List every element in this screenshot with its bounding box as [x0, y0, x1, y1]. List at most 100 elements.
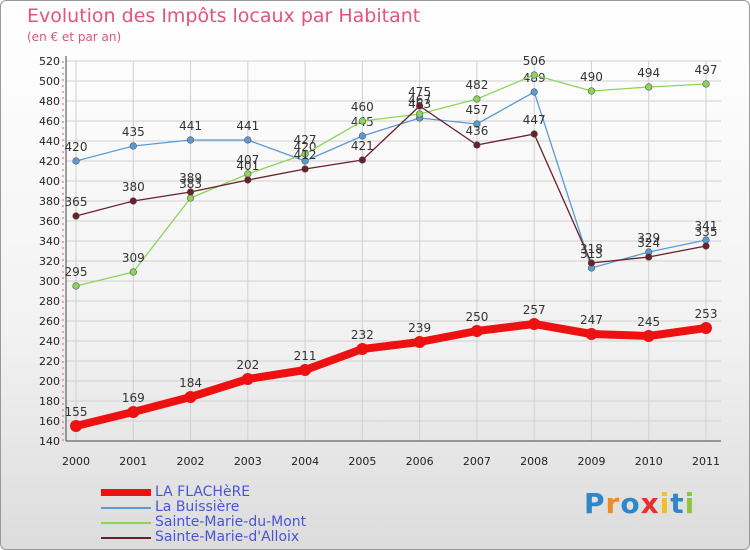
- data-label: 494: [637, 66, 660, 80]
- data-point: [416, 110, 424, 118]
- data-label: 497: [695, 63, 718, 77]
- legend-label: Sainte-Marie-du-Mont: [155, 514, 307, 530]
- y-tick-label: 280: [39, 295, 60, 308]
- data-point: [127, 406, 140, 418]
- data-label: 341: [695, 219, 718, 233]
- x-tick-label: 2002: [177, 455, 205, 468]
- data-point: [702, 80, 710, 88]
- y-tick-label: 200: [39, 375, 60, 388]
- logo-letter: i: [659, 487, 671, 520]
- data-point: [530, 130, 538, 138]
- y-tick-label: 300: [39, 275, 60, 288]
- data-point: [700, 322, 712, 334]
- series-line: [75, 91, 707, 269]
- data-point: [473, 141, 481, 149]
- legend-swatch: [101, 507, 151, 509]
- data-point: [645, 253, 653, 261]
- data-label: 383: [179, 177, 202, 191]
- x-tick-label: 2004: [291, 455, 319, 468]
- y-tick-label: 240: [39, 335, 60, 348]
- data-label: 457: [465, 103, 488, 117]
- x-tick-label: 2000: [62, 455, 90, 468]
- data-label: 460: [351, 100, 374, 114]
- data-label: 257: [523, 303, 546, 317]
- data-label: 436: [465, 124, 488, 138]
- data-label: 441: [179, 119, 202, 133]
- data-label: 389: [179, 171, 202, 185]
- legend-swatch: [101, 489, 151, 496]
- data-point: [301, 157, 309, 165]
- y-tick-label: 520: [39, 55, 60, 68]
- data-label: 412: [294, 148, 317, 162]
- data-label: 184: [179, 376, 202, 390]
- data-point: [129, 197, 137, 205]
- data-point: [642, 330, 655, 342]
- data-point: [72, 157, 80, 165]
- y-tick-label: 420: [39, 155, 60, 168]
- data-label: 329: [637, 231, 660, 245]
- x-tick-label: 2005: [348, 455, 376, 468]
- y-tick-label: 360: [39, 215, 60, 228]
- data-point: [70, 420, 82, 432]
- data-label: 401: [236, 159, 259, 173]
- data-point: [530, 71, 538, 79]
- x-tick-label: 2011: [692, 455, 720, 468]
- legend-label: Sainte-Marie-d'Alloix: [155, 529, 300, 545]
- logo-letter: t: [670, 487, 685, 520]
- chart-subtitle: (en € et par an): [27, 30, 122, 44]
- data-label: 155: [65, 405, 88, 419]
- data-label: 421: [351, 139, 374, 153]
- data-label: 324: [637, 236, 660, 250]
- y-tick-label: 460: [39, 115, 60, 128]
- data-point: [186, 188, 195, 196]
- data-point: [129, 142, 137, 150]
- legend-swatch: [101, 537, 151, 539]
- data-label: 447: [523, 113, 546, 127]
- data-label: 335: [695, 225, 718, 239]
- y-tick-label: 500: [39, 75, 60, 88]
- data-point: [129, 268, 137, 276]
- data-point: [702, 242, 710, 250]
- data-point: [470, 325, 483, 337]
- data-label: 250: [465, 310, 488, 324]
- data-label: 482: [465, 78, 488, 92]
- data-label: 295: [65, 265, 88, 279]
- x-tick-label: 2009: [577, 455, 605, 468]
- x-tick-label: 2010: [635, 455, 663, 468]
- y-tick-label: 380: [39, 195, 60, 208]
- data-label: 441: [236, 119, 259, 133]
- data-label: 380: [122, 180, 145, 194]
- data-label: 318: [580, 242, 603, 256]
- data-point: [72, 212, 80, 220]
- series-line: [75, 320, 707, 430]
- y-tick-label: 260: [39, 315, 60, 328]
- x-tick-label: 2001: [119, 455, 147, 468]
- logo-letter: r: [605, 487, 621, 520]
- data-point: [184, 391, 197, 403]
- data-point: [72, 282, 80, 290]
- data-point: [587, 87, 596, 95]
- legend-label: LA FLACHèRE: [155, 484, 251, 500]
- x-tick-label: 2008: [520, 455, 548, 468]
- x-tick-label: 2007: [463, 455, 491, 468]
- y-tick-label: 180: [39, 395, 60, 408]
- data-label: 202: [236, 358, 259, 372]
- data-label: 211: [294, 349, 317, 363]
- data-point: [244, 176, 252, 184]
- data-point: [587, 259, 596, 267]
- y-tick-label: 340: [39, 235, 60, 248]
- x-tick-label: 2006: [406, 455, 434, 468]
- data-label: 490: [580, 70, 603, 84]
- data-label: 420: [65, 140, 88, 154]
- logo-letter: i: [684, 487, 696, 520]
- data-point: [299, 364, 312, 376]
- data-label: 506: [523, 54, 546, 68]
- series-line: [75, 105, 707, 264]
- data-point: [530, 88, 538, 96]
- data-point: [358, 156, 366, 164]
- data-point: [413, 336, 426, 348]
- data-label: 467: [408, 93, 431, 107]
- y-tick-label: 480: [39, 95, 60, 108]
- y-tick-label: 220: [39, 355, 60, 368]
